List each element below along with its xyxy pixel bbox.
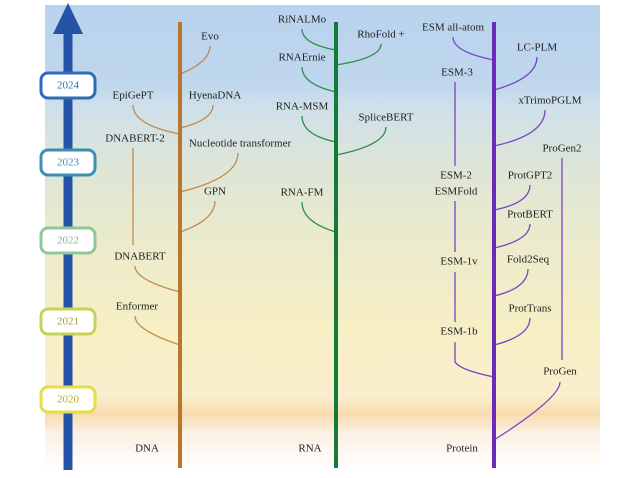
branch xyxy=(452,36,495,61)
column-title: DNA xyxy=(135,443,159,455)
model-label: RNA-FM xyxy=(281,187,324,199)
branch xyxy=(179,45,211,75)
year-label: 2021 xyxy=(57,316,79,328)
model-label: LC-PLM xyxy=(517,42,558,54)
branch xyxy=(301,201,337,233)
model-label: RiNALMo xyxy=(278,14,327,26)
year-label: 2020 xyxy=(57,394,80,406)
model-label: Nucleotide transformer xyxy=(189,138,292,150)
model-label: ESM all-atom xyxy=(422,22,484,34)
model-label: HyenaDNA xyxy=(189,90,242,102)
branch xyxy=(493,56,538,91)
year-box xyxy=(39,307,97,336)
branch xyxy=(301,28,337,51)
branch xyxy=(301,115,337,143)
branch xyxy=(493,268,529,297)
branch xyxy=(179,200,216,233)
year-label: 2022 xyxy=(57,235,79,247)
branch xyxy=(493,317,531,346)
model-label: ProtTrans xyxy=(509,303,552,315)
model-label: GPN xyxy=(204,186,226,198)
model-label: ESM-1b xyxy=(440,326,478,338)
branch xyxy=(454,342,495,378)
model-label: RhoFold + xyxy=(357,29,404,41)
model-label: ProtGPT2 xyxy=(508,170,553,182)
branch xyxy=(335,43,382,66)
branch xyxy=(493,223,531,249)
branch xyxy=(179,104,214,129)
branch xyxy=(493,109,546,147)
model-label: DNABERT-2 xyxy=(105,133,164,145)
model-label: DNABERT xyxy=(114,251,166,263)
column-title: RNA xyxy=(298,443,321,455)
arrow-head xyxy=(53,3,83,34)
branch xyxy=(335,126,387,156)
branch xyxy=(493,381,561,441)
model-label: ESM-2 xyxy=(440,170,472,182)
year-box xyxy=(39,385,97,414)
model-label: ESMFold xyxy=(435,186,478,198)
model-label: RNAErnie xyxy=(278,52,325,64)
model-label: ProGen xyxy=(543,366,577,378)
protein-branches xyxy=(452,36,563,441)
branch xyxy=(493,184,531,211)
year-box xyxy=(39,226,97,255)
model-label: SpliceBERT xyxy=(359,112,414,124)
model-label: ESM-3 xyxy=(441,67,473,79)
column-title: Protein xyxy=(446,443,478,455)
year-boxes: 2024 2023 2022 2021 2020 xyxy=(39,71,97,414)
model-label: ProtBERT xyxy=(507,209,553,221)
branch xyxy=(179,152,239,193)
branch xyxy=(301,66,337,93)
dna-branches xyxy=(132,45,239,346)
branch xyxy=(134,265,181,293)
rna-branches xyxy=(301,28,387,233)
branch xyxy=(134,315,181,346)
year-label: 2024 xyxy=(57,80,80,92)
model-label: EpiGePT xyxy=(113,90,154,102)
model-label: ESM-1v xyxy=(440,256,478,268)
year-box xyxy=(39,148,97,177)
model-label: xTrimoPGLM xyxy=(518,95,581,107)
branch xyxy=(132,104,181,135)
background xyxy=(45,5,600,470)
model-label: Enformer xyxy=(116,301,158,313)
year-label: 2023 xyxy=(57,157,80,169)
model-label: Evo xyxy=(201,31,219,43)
model-label: Fold2Seq xyxy=(507,254,550,266)
year-box xyxy=(39,71,97,100)
model-label: RNA-MSM xyxy=(276,101,329,113)
model-label: ProGen2 xyxy=(542,143,581,155)
